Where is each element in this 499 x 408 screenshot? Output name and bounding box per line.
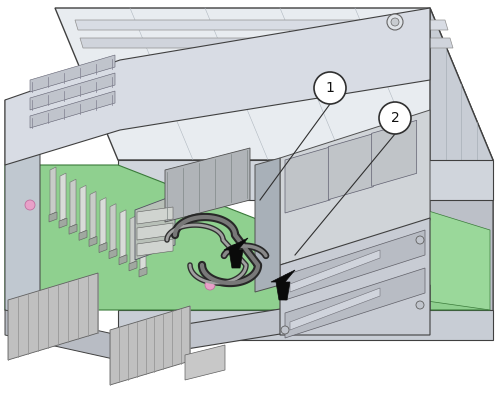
Polygon shape bbox=[271, 270, 295, 300]
Polygon shape bbox=[130, 216, 136, 264]
Polygon shape bbox=[372, 120, 417, 186]
Circle shape bbox=[314, 72, 346, 104]
Polygon shape bbox=[285, 268, 425, 338]
Polygon shape bbox=[430, 8, 493, 340]
Polygon shape bbox=[328, 134, 373, 200]
Circle shape bbox=[379, 102, 411, 134]
Polygon shape bbox=[139, 267, 147, 277]
Polygon shape bbox=[90, 191, 96, 239]
Polygon shape bbox=[118, 310, 493, 340]
Polygon shape bbox=[285, 230, 425, 300]
Circle shape bbox=[205, 280, 215, 290]
Circle shape bbox=[25, 200, 35, 210]
Polygon shape bbox=[120, 210, 126, 258]
Polygon shape bbox=[110, 204, 116, 252]
Polygon shape bbox=[5, 100, 40, 330]
Polygon shape bbox=[55, 8, 493, 160]
Polygon shape bbox=[50, 167, 56, 215]
Polygon shape bbox=[135, 195, 175, 260]
Polygon shape bbox=[8, 273, 98, 360]
Polygon shape bbox=[165, 148, 250, 222]
Polygon shape bbox=[70, 179, 76, 227]
Polygon shape bbox=[119, 255, 127, 265]
Circle shape bbox=[387, 14, 403, 30]
Circle shape bbox=[416, 301, 424, 309]
Polygon shape bbox=[79, 231, 87, 240]
Polygon shape bbox=[129, 261, 137, 271]
Polygon shape bbox=[290, 250, 380, 292]
Polygon shape bbox=[137, 239, 173, 256]
Polygon shape bbox=[69, 224, 77, 234]
Polygon shape bbox=[5, 310, 118, 360]
Polygon shape bbox=[80, 38, 453, 48]
Polygon shape bbox=[30, 55, 115, 92]
Text: 2: 2 bbox=[391, 111, 399, 125]
Polygon shape bbox=[5, 8, 430, 165]
Circle shape bbox=[416, 236, 424, 244]
Polygon shape bbox=[99, 242, 107, 253]
Polygon shape bbox=[137, 207, 173, 224]
Polygon shape bbox=[118, 285, 430, 360]
Polygon shape bbox=[30, 73, 115, 110]
Polygon shape bbox=[59, 218, 67, 228]
Polygon shape bbox=[89, 237, 97, 246]
Circle shape bbox=[391, 18, 399, 26]
Polygon shape bbox=[280, 110, 430, 265]
Polygon shape bbox=[118, 160, 493, 200]
Polygon shape bbox=[80, 185, 86, 233]
Polygon shape bbox=[140, 222, 146, 270]
Polygon shape bbox=[255, 158, 280, 292]
Polygon shape bbox=[75, 20, 448, 30]
Polygon shape bbox=[49, 212, 57, 222]
Text: 1: 1 bbox=[325, 81, 334, 95]
Polygon shape bbox=[280, 165, 490, 310]
Polygon shape bbox=[110, 306, 190, 385]
Polygon shape bbox=[100, 197, 106, 246]
Polygon shape bbox=[5, 165, 490, 310]
Polygon shape bbox=[280, 218, 430, 335]
Polygon shape bbox=[290, 288, 380, 330]
Polygon shape bbox=[137, 223, 173, 240]
Polygon shape bbox=[430, 160, 493, 340]
Polygon shape bbox=[185, 345, 225, 380]
Polygon shape bbox=[285, 147, 330, 213]
Polygon shape bbox=[224, 238, 248, 268]
Polygon shape bbox=[109, 248, 117, 259]
Polygon shape bbox=[60, 173, 66, 221]
Circle shape bbox=[281, 326, 289, 334]
Polygon shape bbox=[30, 91, 115, 128]
